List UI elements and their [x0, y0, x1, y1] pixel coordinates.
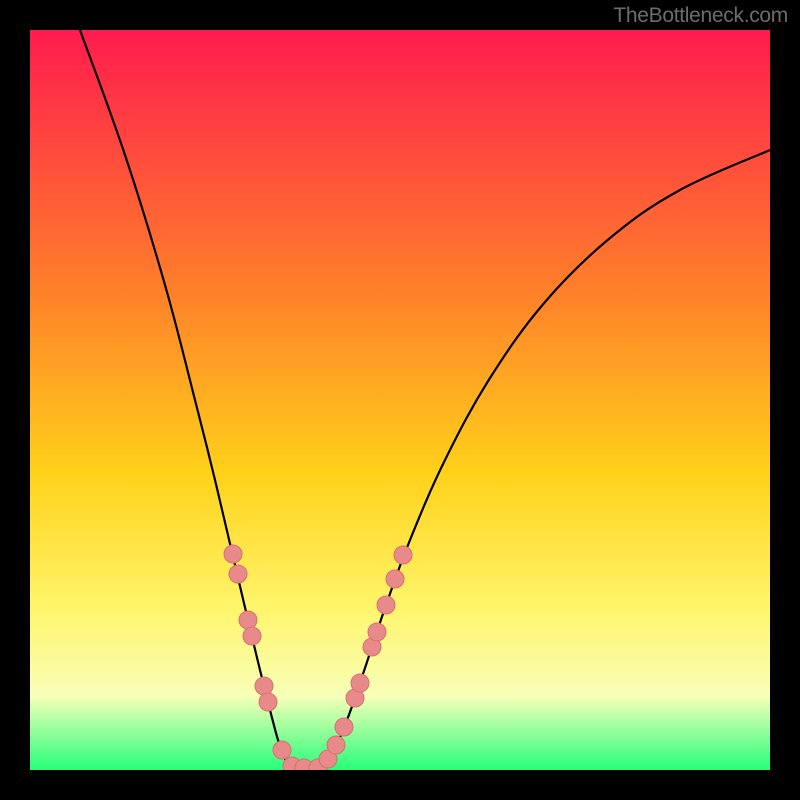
data-marker [394, 546, 412, 564]
data-marker [351, 674, 369, 692]
data-marker [377, 596, 395, 614]
watermark-text: TheBottleneck.com [613, 4, 788, 28]
data-marker [259, 693, 277, 711]
data-marker [243, 627, 261, 645]
data-marker [229, 565, 247, 583]
chart-canvas [30, 30, 770, 770]
bottleneck-curve [80, 30, 770, 769]
data-marker [368, 623, 386, 641]
plot-area [30, 30, 770, 770]
chart-frame: TheBottleneck.com [0, 0, 800, 800]
data-marker [224, 545, 242, 563]
data-marker [335, 718, 353, 736]
data-marker [273, 741, 291, 759]
data-marker [255, 677, 273, 695]
data-marker [386, 570, 404, 588]
data-marker [239, 611, 257, 629]
data-marker [327, 736, 345, 754]
